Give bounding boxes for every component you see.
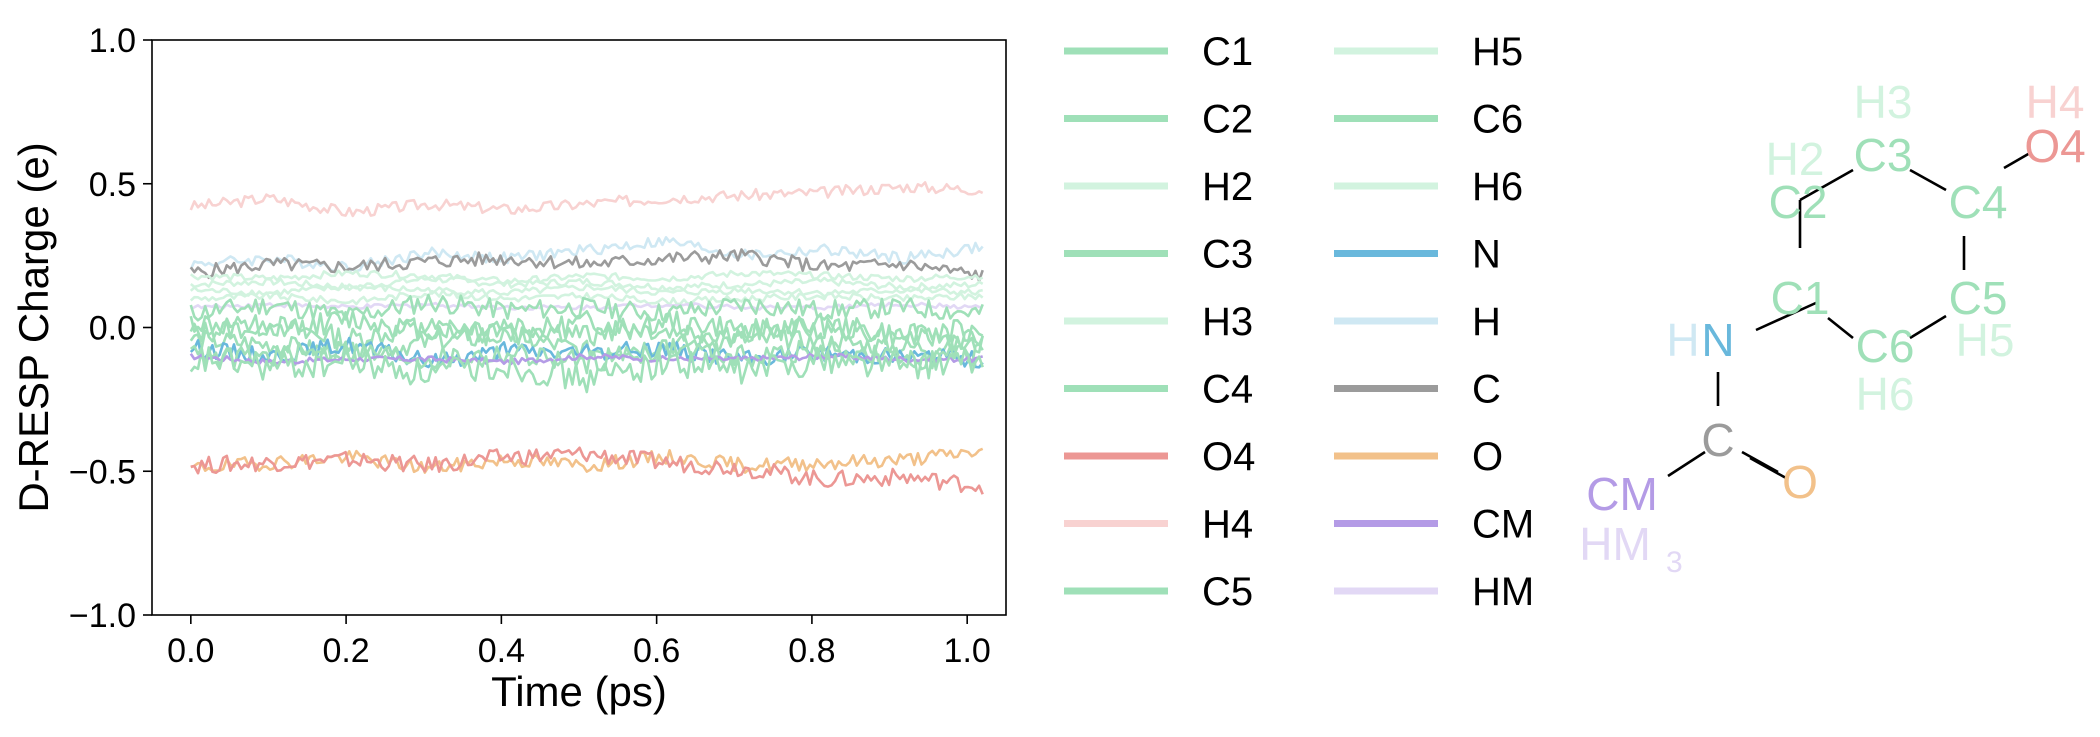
legend-label-H6: H6 [1472,165,1523,209]
atom-label-HM: HM [1579,518,1651,570]
axes: 0.0 0.2 0.4 0.6 0.8 1.0 −1.0 −0.5 0.0 0.5 1.0 Time … [10,22,1007,715]
legend-label-O4: O4 [1202,435,1255,479]
atom-label-H4: H4 [2026,76,2085,128]
series-line-C5 [189,337,984,375]
series-line-H6 [189,289,984,307]
molecule-bond [1827,316,1854,340]
atom-label-H6: H6 [1856,368,1915,420]
atom-label-H2: H2 [1766,133,1825,185]
series-line-H2 [189,283,983,298]
atom-subscript-3: 3 [1666,546,1683,579]
y-tick-label: 0.0 [89,310,136,348]
y-tick-label: 0.5 [89,166,136,204]
atom-label-C6: C6 [1856,320,1915,372]
legend-label-H3: H3 [1202,300,1253,344]
x-tick-label: 0.2 [322,632,369,670]
series-line-C [189,248,984,283]
legend-label-HM: HM [1472,570,1534,614]
atom-label-H5: H5 [1956,314,2015,366]
atom-label-O4: O4 [2024,120,2085,172]
series-line-H3 [189,275,984,292]
series-line-N [189,336,984,369]
plot-frame [151,39,1007,616]
x-tick-label: 0.8 [788,632,835,670]
atom-label-C4: C4 [1949,176,2008,228]
atom-label-CM: CM [1586,468,1658,520]
atom-label-C1: C1 [1771,272,1830,324]
y-tick-label: 1.0 [89,22,136,60]
legend-label-C2: C2 [1202,98,1253,142]
atom-label-N: N [1701,314,1734,366]
atom-label-C: C [1701,414,1734,466]
series-line-C2 [190,344,984,394]
atom-label-O: O [1782,456,1818,508]
atom-label-H: H [1666,314,1699,366]
legend-label-H5: H5 [1472,30,1523,74]
series-line-O4 [190,446,984,495]
x-axis-label: Time (ps) [491,668,667,715]
y-tick-label: −0.5 [69,453,136,491]
legend-label-C1: C1 [1202,30,1253,74]
molecule-bond [1909,168,1947,192]
atom-label-C3: C3 [1854,129,1913,181]
legend-label-H: H [1472,300,1501,344]
legend-label-O: O [1472,435,1503,479]
series-line-C4 [189,293,984,324]
series-line-H4 [189,181,984,218]
legend-label-C: C [1472,368,1501,412]
molecule-bond [1799,168,1854,202]
series-line-C3 [189,310,984,347]
atom-label-H3: H3 [1854,76,1913,128]
series-line-H5 [189,269,984,285]
legend-label-C4: C4 [1202,368,1253,412]
atom-label-C5: C5 [1949,272,2008,324]
plot-area [189,181,984,495]
x-tick-label: 0.6 [633,632,680,670]
y-axis-label: D-RESP Charge (e) [10,142,57,512]
series-line-H [189,236,984,273]
legend-label-C3: C3 [1202,233,1253,277]
molecule-bond [1749,456,1787,480]
legend-label-C6: C6 [1472,98,1523,142]
legend-label-N: N [1472,233,1501,277]
x-tick-label: 1.0 [944,632,991,670]
legend-label-CM: CM [1472,503,1534,547]
legend-label-C5: C5 [1202,570,1253,614]
molecule-bond [1667,450,1706,478]
x-tick-label: 0.0 [167,632,214,670]
x-tick-label: 0.4 [478,632,525,670]
legend-label-H2: H2 [1202,165,1253,209]
y-tick-label: −1.0 [69,597,136,635]
molecule-bond [1909,314,1947,340]
legend-label-H4: H4 [1202,503,1253,547]
atom-label-C2: C2 [1769,176,1828,228]
molecule-bond [1755,300,1819,332]
molecule-bond [2003,151,2031,170]
molecule-bond [1741,450,1779,474]
